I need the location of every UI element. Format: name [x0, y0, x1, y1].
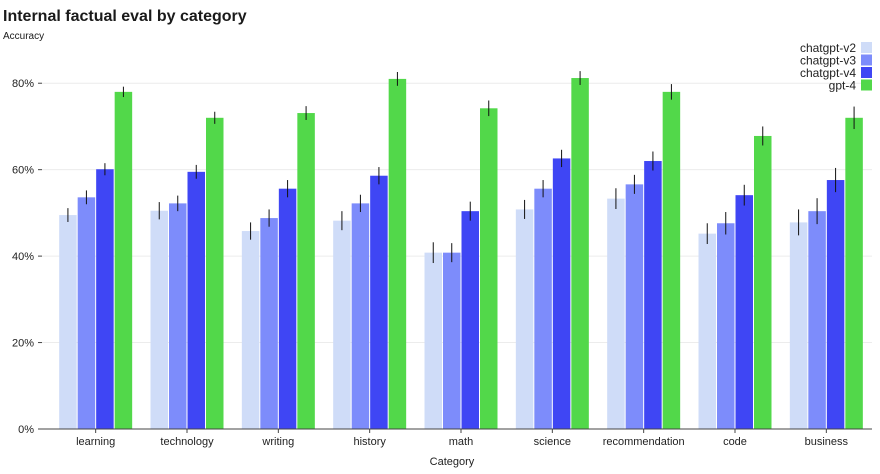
bar: [808, 211, 826, 429]
bar: [571, 78, 589, 429]
bar: [789, 222, 808, 429]
legend-swatch: [861, 54, 872, 66]
x-tick-label: learning: [76, 436, 115, 448]
x-tick-label: recommendation: [603, 436, 685, 448]
bar: [443, 252, 461, 429]
x-tick-label: business: [805, 436, 849, 448]
bar: [424, 252, 442, 429]
bar: [169, 203, 187, 429]
chart-title: Internal factual eval by category: [3, 8, 247, 25]
legend-label: chatgpt-v2: [800, 41, 856, 55]
legend-label: chatgpt-v3: [800, 54, 856, 68]
bar: [187, 171, 205, 430]
x-tick-label: science: [534, 436, 571, 448]
y-tick-label: 60%: [12, 165, 34, 177]
y-tick-label: 80%: [12, 78, 34, 90]
bar: [297, 113, 315, 429]
bar: [370, 175, 388, 429]
y-tick-label: 40%: [12, 251, 34, 263]
legend-swatch: [861, 67, 872, 78]
bar: [625, 184, 644, 429]
bar: [260, 218, 278, 429]
bar: [59, 215, 77, 429]
bar: [96, 169, 114, 430]
bar: [552, 158, 571, 429]
bar: [77, 197, 96, 429]
x-tick-label: technology: [160, 436, 214, 448]
y-axis-label: Accuracy: [3, 31, 45, 42]
bar: [735, 195, 753, 429]
legend-swatch: [861, 42, 872, 53]
axes: 0% 20% 40% 60% 80% learning technology writing h…: [12, 78, 872, 448]
bar: [388, 78, 407, 430]
bar: [351, 203, 370, 429]
legend-swatch: [861, 79, 872, 91]
x-tick-label: math: [449, 436, 473, 448]
x-tick-label: history: [353, 436, 386, 448]
bar: [754, 135, 772, 429]
bar: [644, 161, 662, 429]
legend-label: gpt-4: [829, 79, 857, 93]
bar: [278, 188, 297, 429]
y-tick-label: 20%: [12, 338, 34, 350]
bar: [698, 233, 716, 429]
bar: [241, 231, 260, 429]
error-bars: [67, 71, 855, 264]
y-tick-label: 0%: [18, 424, 34, 436]
bar: [461, 211, 479, 429]
bars: [59, 78, 863, 430]
bar: [717, 223, 735, 429]
x-tick-label: code: [723, 436, 747, 448]
bar: [515, 209, 534, 429]
bar: [607, 198, 625, 429]
bar: [480, 108, 498, 430]
bar: [150, 210, 168, 429]
legend-label: chatgpt-v4: [800, 66, 856, 80]
bar: [662, 91, 681, 429]
bar: [114, 91, 133, 429]
bar: [333, 220, 351, 429]
bar: [206, 117, 224, 430]
bar: [826, 180, 845, 429]
bar: [845, 117, 863, 430]
x-tick-label: writing: [261, 436, 294, 448]
bar: [534, 188, 552, 429]
x-axis-label: Category: [430, 456, 475, 468]
